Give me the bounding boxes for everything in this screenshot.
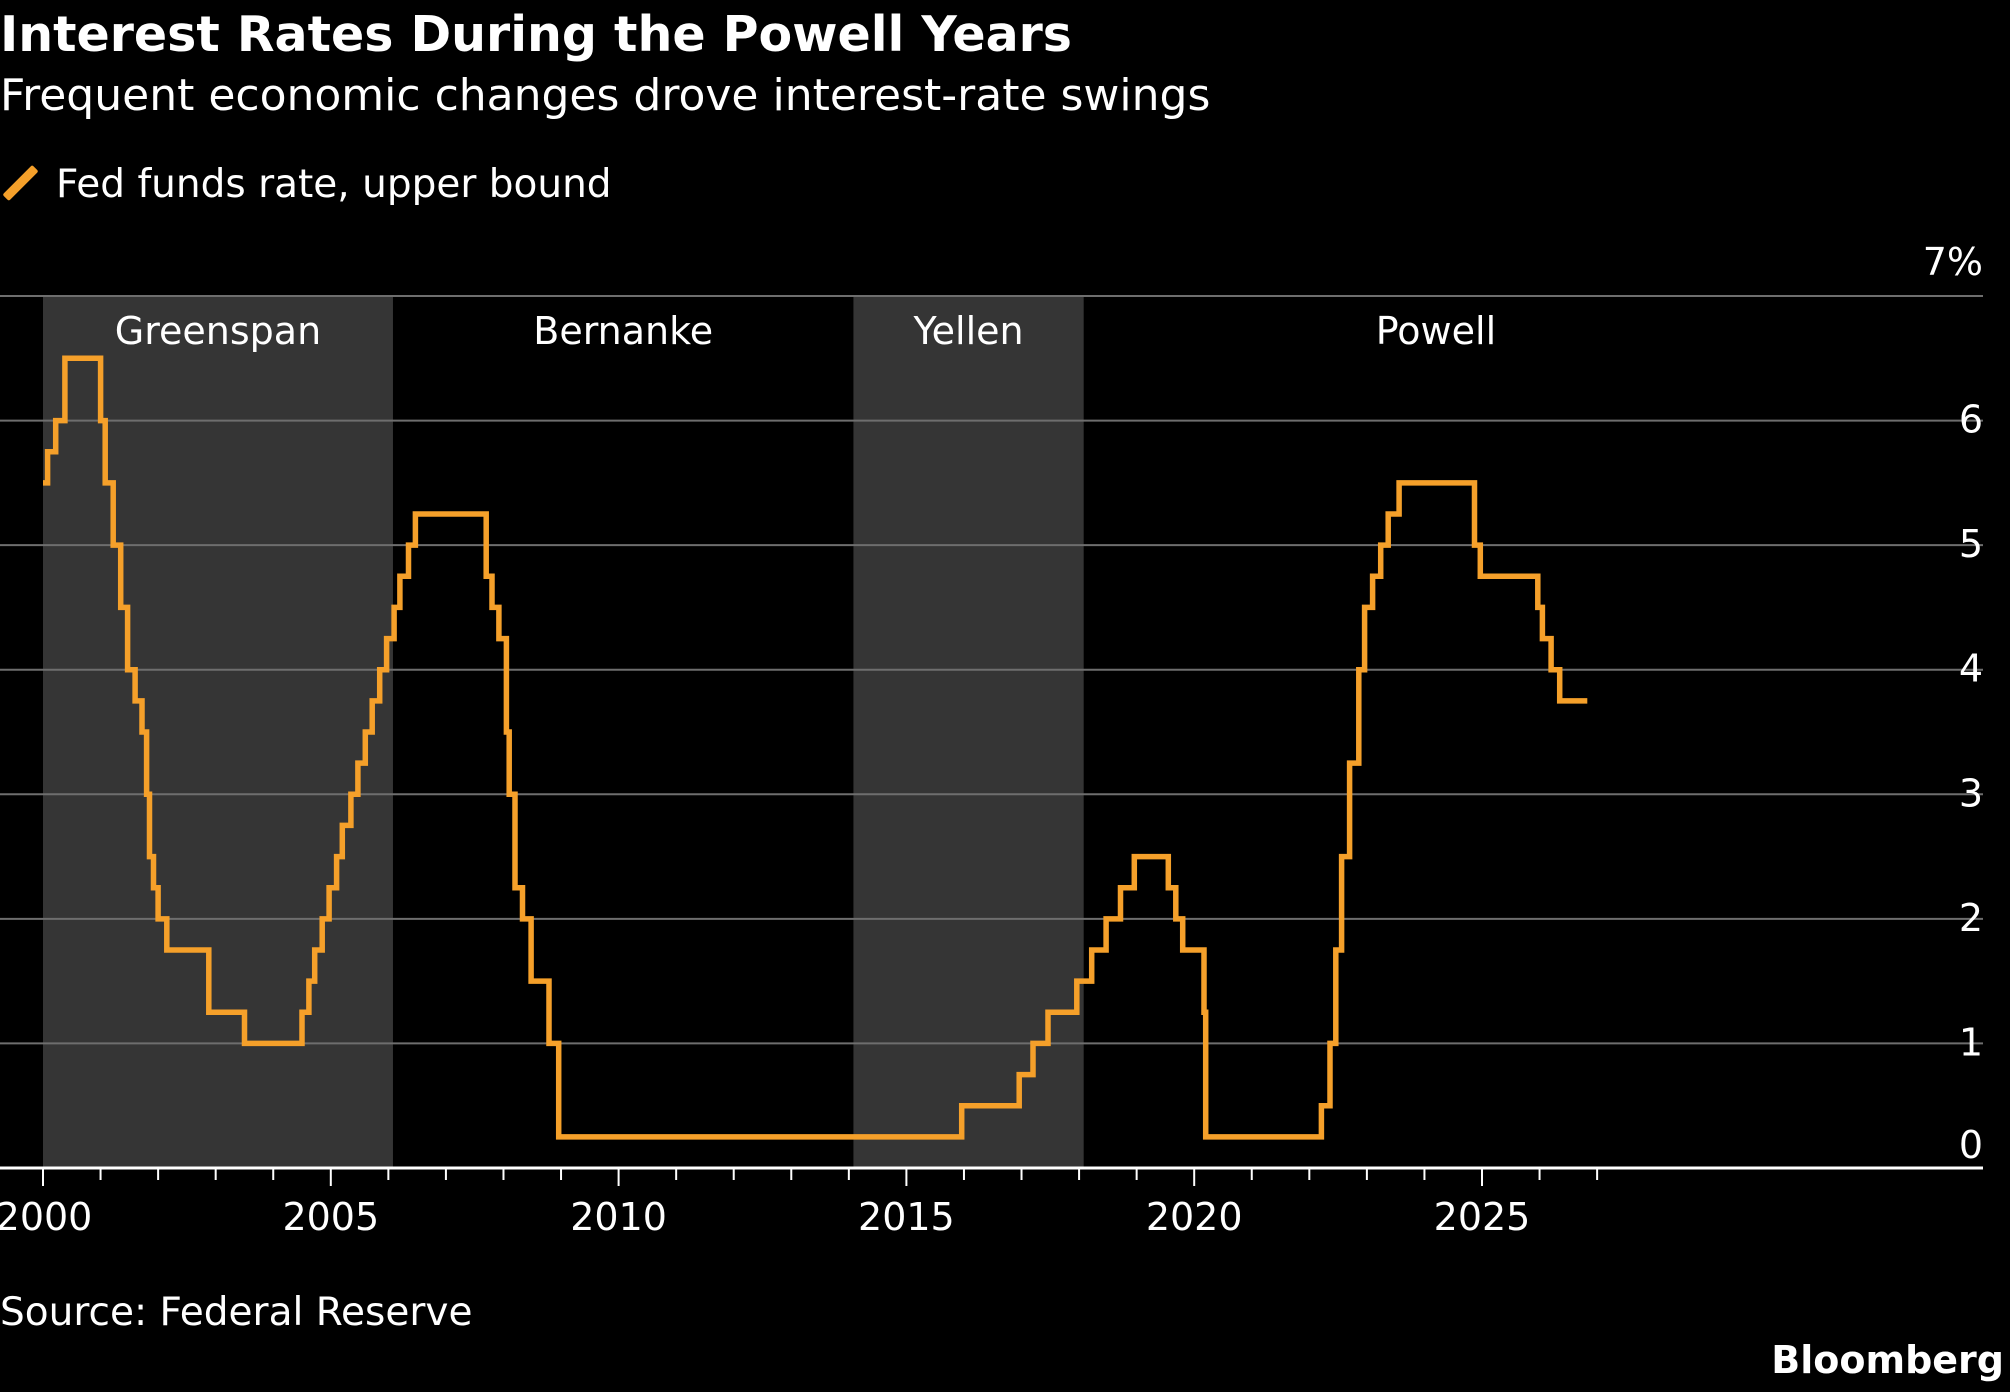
x-tick-label: 2000 <box>0 1195 92 1239</box>
period-label-powell: Powell <box>1376 309 1496 353</box>
x-tick-label: 2020 <box>1146 1195 1243 1239</box>
series-line-fed-funds-rate <box>43 355 1588 1140</box>
legend: Fed funds rate, upper bound <box>0 162 612 207</box>
y-tick-label: 0 <box>1959 1123 1983 1167</box>
x-tick-label: 2010 <box>570 1195 667 1239</box>
period-label-yellen: Yellen <box>913 309 1024 353</box>
y-tick-label: 7% <box>1923 240 1983 284</box>
y-tick-label: 3 <box>1959 771 1983 815</box>
x-tick-label: 2025 <box>1434 1195 1531 1239</box>
y-tick-label: 6 <box>1959 398 1983 442</box>
bloomberg-logo: Bloomberg <box>1771 1338 2004 1382</box>
x-tick-label: 2015 <box>858 1195 955 1239</box>
period-label-greenspan: Greenspan <box>115 309 321 353</box>
y-tick-label: 5 <box>1959 522 1983 566</box>
series-lines <box>43 355 1588 1140</box>
period-label-bernanke: Bernanke <box>533 309 713 353</box>
y-tick-label: 2 <box>1959 896 1983 940</box>
y-axis: 0 1 2 3 4 5 6 7% <box>1923 240 1983 1167</box>
period-shading <box>43 296 1084 1168</box>
y-tick-label: 4 <box>1959 647 1983 691</box>
period-labels: Greenspan Bernanke Yellen Powell <box>115 309 1496 353</box>
y-tick-label: 1 <box>1959 1020 1983 1064</box>
chart-title: Interest Rates During the Powell Years <box>0 6 1072 63</box>
source-note: Source: Federal Reserve <box>0 1290 473 1335</box>
chart-subtitle: Frequent economic changes drove interest… <box>0 70 1211 121</box>
x-axis: 2000 2005 2010 2015 2020 2025 <box>0 1166 1983 1239</box>
legend-label: Fed funds rate, upper bound <box>56 162 612 207</box>
x-tick-label: 2005 <box>282 1195 379 1239</box>
period-band-greenspan <box>43 296 393 1168</box>
